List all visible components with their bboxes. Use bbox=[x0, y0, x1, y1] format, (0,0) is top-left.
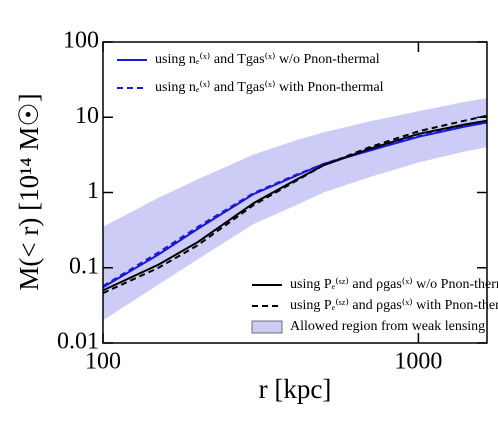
band bbox=[103, 98, 487, 321]
y-axis-label: M(< r) [10¹⁴ M☉] bbox=[14, 93, 44, 290]
y-tick-label: 100 bbox=[63, 28, 99, 54]
y-tick-label: 10 bbox=[75, 103, 99, 129]
y-tick-label: 0.1 bbox=[69, 253, 99, 279]
line bbox=[102, 119, 488, 287]
legend-label: using nₑ⁽ˣ⁾ and Tgas⁽ˣ⁾ with Pnon-therma… bbox=[155, 80, 384, 95]
x-tick-label: 1000 bbox=[394, 349, 442, 375]
legend-label: using nₑ⁽ˣ⁾ and Tgas⁽ˣ⁾ w/o Pnon-thermal bbox=[155, 52, 380, 67]
legend-swatch bbox=[251, 320, 283, 334]
legend-label: using Pₑ⁽ˢᶻ⁾ and ρgas⁽ˣ⁾ w/o Pnon-therma… bbox=[290, 277, 498, 292]
legend-label: using Pₑ⁽ˢᶻ⁾ and ρgas⁽ˣ⁾ with Pnon-therm… bbox=[290, 298, 498, 313]
x-tick-label: 100 bbox=[85, 349, 121, 375]
y-tick-label: 1 bbox=[87, 178, 99, 204]
legend-label: Allowed region from weak lensing bbox=[290, 319, 485, 334]
y-tick-label: 0.01 bbox=[57, 329, 99, 355]
line bbox=[102, 114, 488, 295]
x-axis-label: r [kpc] bbox=[259, 374, 332, 404]
line bbox=[102, 119, 488, 292]
